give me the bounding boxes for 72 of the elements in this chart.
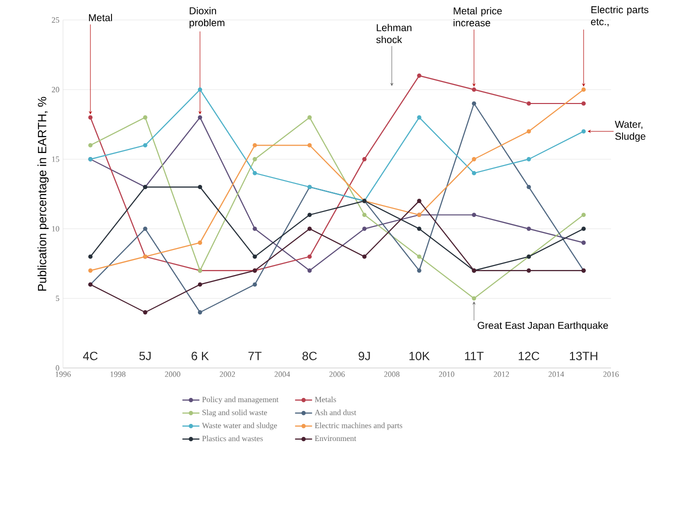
point bbox=[581, 226, 586, 231]
point bbox=[88, 254, 93, 259]
point bbox=[417, 74, 422, 78]
point bbox=[417, 198, 422, 204]
point bbox=[362, 212, 367, 218]
annotation: Dioxin problem bbox=[190, 6, 224, 28]
point bbox=[526, 226, 531, 231]
point bbox=[526, 129, 531, 134]
annotation: 4C bbox=[83, 352, 98, 360]
point bbox=[472, 212, 476, 218]
point bbox=[472, 157, 476, 162]
point bbox=[252, 226, 257, 231]
point bbox=[143, 115, 148, 120]
annotation: 11T bbox=[465, 352, 484, 360]
point bbox=[472, 101, 476, 106]
point bbox=[252, 157, 257, 162]
annotation: 5J bbox=[139, 352, 151, 360]
point bbox=[198, 87, 202, 92]
point bbox=[526, 157, 531, 162]
point bbox=[362, 157, 367, 162]
annotation: Water, Sludge bbox=[614, 120, 646, 142]
point bbox=[307, 268, 312, 273]
point bbox=[581, 212, 586, 218]
point bbox=[88, 143, 93, 148]
point bbox=[198, 310, 202, 314]
annotation: Great East Japan Earthquake bbox=[478, 322, 608, 331]
point bbox=[417, 254, 422, 259]
annotation: Metal price increase bbox=[454, 7, 502, 26]
annotation: 9J bbox=[358, 352, 370, 360]
annotation: 10K bbox=[409, 352, 430, 360]
annotation: 13TH bbox=[570, 352, 598, 360]
annotation: 6 K bbox=[192, 352, 209, 360]
point bbox=[198, 282, 202, 287]
annotation: Electric parts etc., bbox=[591, 6, 648, 26]
point bbox=[472, 170, 476, 176]
point bbox=[198, 184, 202, 190]
point bbox=[581, 101, 586, 106]
y-axis-title: Publication percentage in EARTH, % bbox=[38, 96, 49, 291]
point bbox=[198, 240, 202, 245]
point bbox=[88, 268, 93, 273]
point bbox=[417, 226, 422, 231]
annotation: Lehman shock bbox=[376, 24, 412, 44]
point bbox=[526, 268, 531, 273]
point bbox=[143, 143, 148, 148]
point bbox=[526, 184, 531, 190]
point bbox=[362, 226, 367, 231]
annotation: 8C bbox=[302, 352, 317, 360]
point bbox=[362, 254, 367, 259]
point bbox=[252, 143, 257, 148]
annotation: 12C bbox=[518, 352, 540, 360]
annotation: 7T bbox=[248, 352, 262, 360]
point bbox=[417, 268, 422, 273]
point bbox=[581, 240, 586, 245]
point bbox=[252, 254, 257, 259]
point bbox=[581, 129, 586, 134]
point bbox=[307, 212, 312, 218]
point bbox=[252, 282, 257, 287]
point bbox=[307, 143, 312, 148]
point bbox=[88, 115, 93, 120]
point bbox=[307, 254, 312, 259]
point bbox=[307, 226, 312, 231]
point bbox=[143, 226, 148, 231]
point bbox=[252, 170, 257, 176]
point bbox=[417, 115, 422, 120]
point bbox=[526, 101, 531, 106]
point bbox=[472, 296, 476, 301]
point bbox=[472, 87, 476, 92]
annotation: Metal bbox=[89, 14, 112, 22]
point bbox=[581, 87, 586, 92]
point bbox=[143, 310, 148, 314]
point bbox=[307, 115, 312, 120]
point bbox=[198, 115, 202, 120]
